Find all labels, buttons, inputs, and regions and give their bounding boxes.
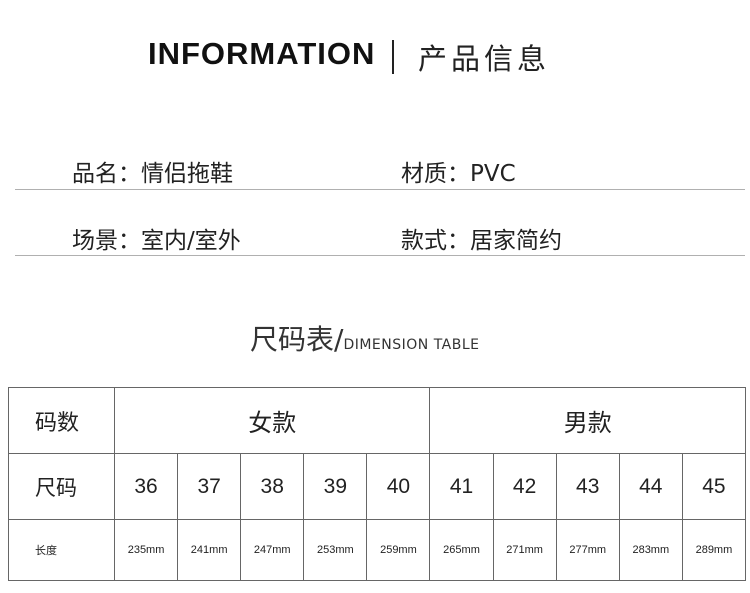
divider [15,189,745,190]
group-men: 男款 [429,387,746,454]
title-chinese: 产品信息 [418,42,551,76]
length-cell: 271mm [492,519,557,581]
size-cell: 38 [240,453,305,520]
length-cell: 265mm [429,519,494,581]
table-row: 长度 235mm 241mm 247mm 253mm 259mm 265mm 271mm 27… [8,519,747,581]
size-cell: 37 [177,453,242,520]
info-label: 品名： [72,161,141,187]
info-value: PVC [470,161,516,187]
size-cell: 42 [492,453,557,520]
info-value: 室内/室外 [141,228,241,254]
size-cell: 40 [366,453,431,520]
group-women: 女款 [113,387,431,454]
table-title-en: DIMENSION TABLE [343,337,480,353]
row-label: 码数 [8,387,115,454]
length-cell: 277mm [555,519,620,581]
length-cell: 253mm [303,519,368,581]
info-scene: 场景：室内/室外 [72,221,241,255]
size-cell: 39 [303,453,368,520]
length-cell: 259mm [366,519,431,581]
row-label: 长度 [8,519,115,581]
table-row: 尺码 36 37 38 39 40 41 42 43 44 45 [8,453,747,520]
table-title-cn: 尺码表/ [250,323,344,356]
info-material: 材质：PVC [401,154,516,188]
length-cell: 289mm [681,519,747,581]
length-cell: 241mm [177,519,242,581]
row-label: 尺码 [8,453,115,520]
table-row: 码数 女款 男款 [8,387,746,454]
info-value: 情侣拖鞋 [141,161,233,187]
length-cell: 235mm [113,519,179,581]
info-value: 居家简约 [470,228,562,254]
size-cell: 41 [429,453,494,520]
info-name: 品名：情侣拖鞋 [72,154,233,188]
divider [15,255,745,256]
length-cell: 283mm [618,519,683,581]
info-style: 款式：居家简约 [401,221,562,255]
size-cell: 43 [555,453,620,520]
info-label: 材质： [401,161,470,187]
size-cell: 45 [681,453,747,520]
dimension-table-title: 尺码表/DIMENSION TABLE [250,318,480,358]
title-english: INFORMATION [148,36,376,71]
info-label: 场景： [72,228,141,254]
length-cell: 247mm [240,519,305,581]
size-cell: 36 [113,453,179,520]
size-cell: 44 [618,453,683,520]
title-divider [392,40,394,74]
info-label: 款式： [401,228,470,254]
size-table: 码数 女款 男款 尺码 36 37 38 39 40 41 42 43 44 45 长度 235m… [8,387,747,581]
